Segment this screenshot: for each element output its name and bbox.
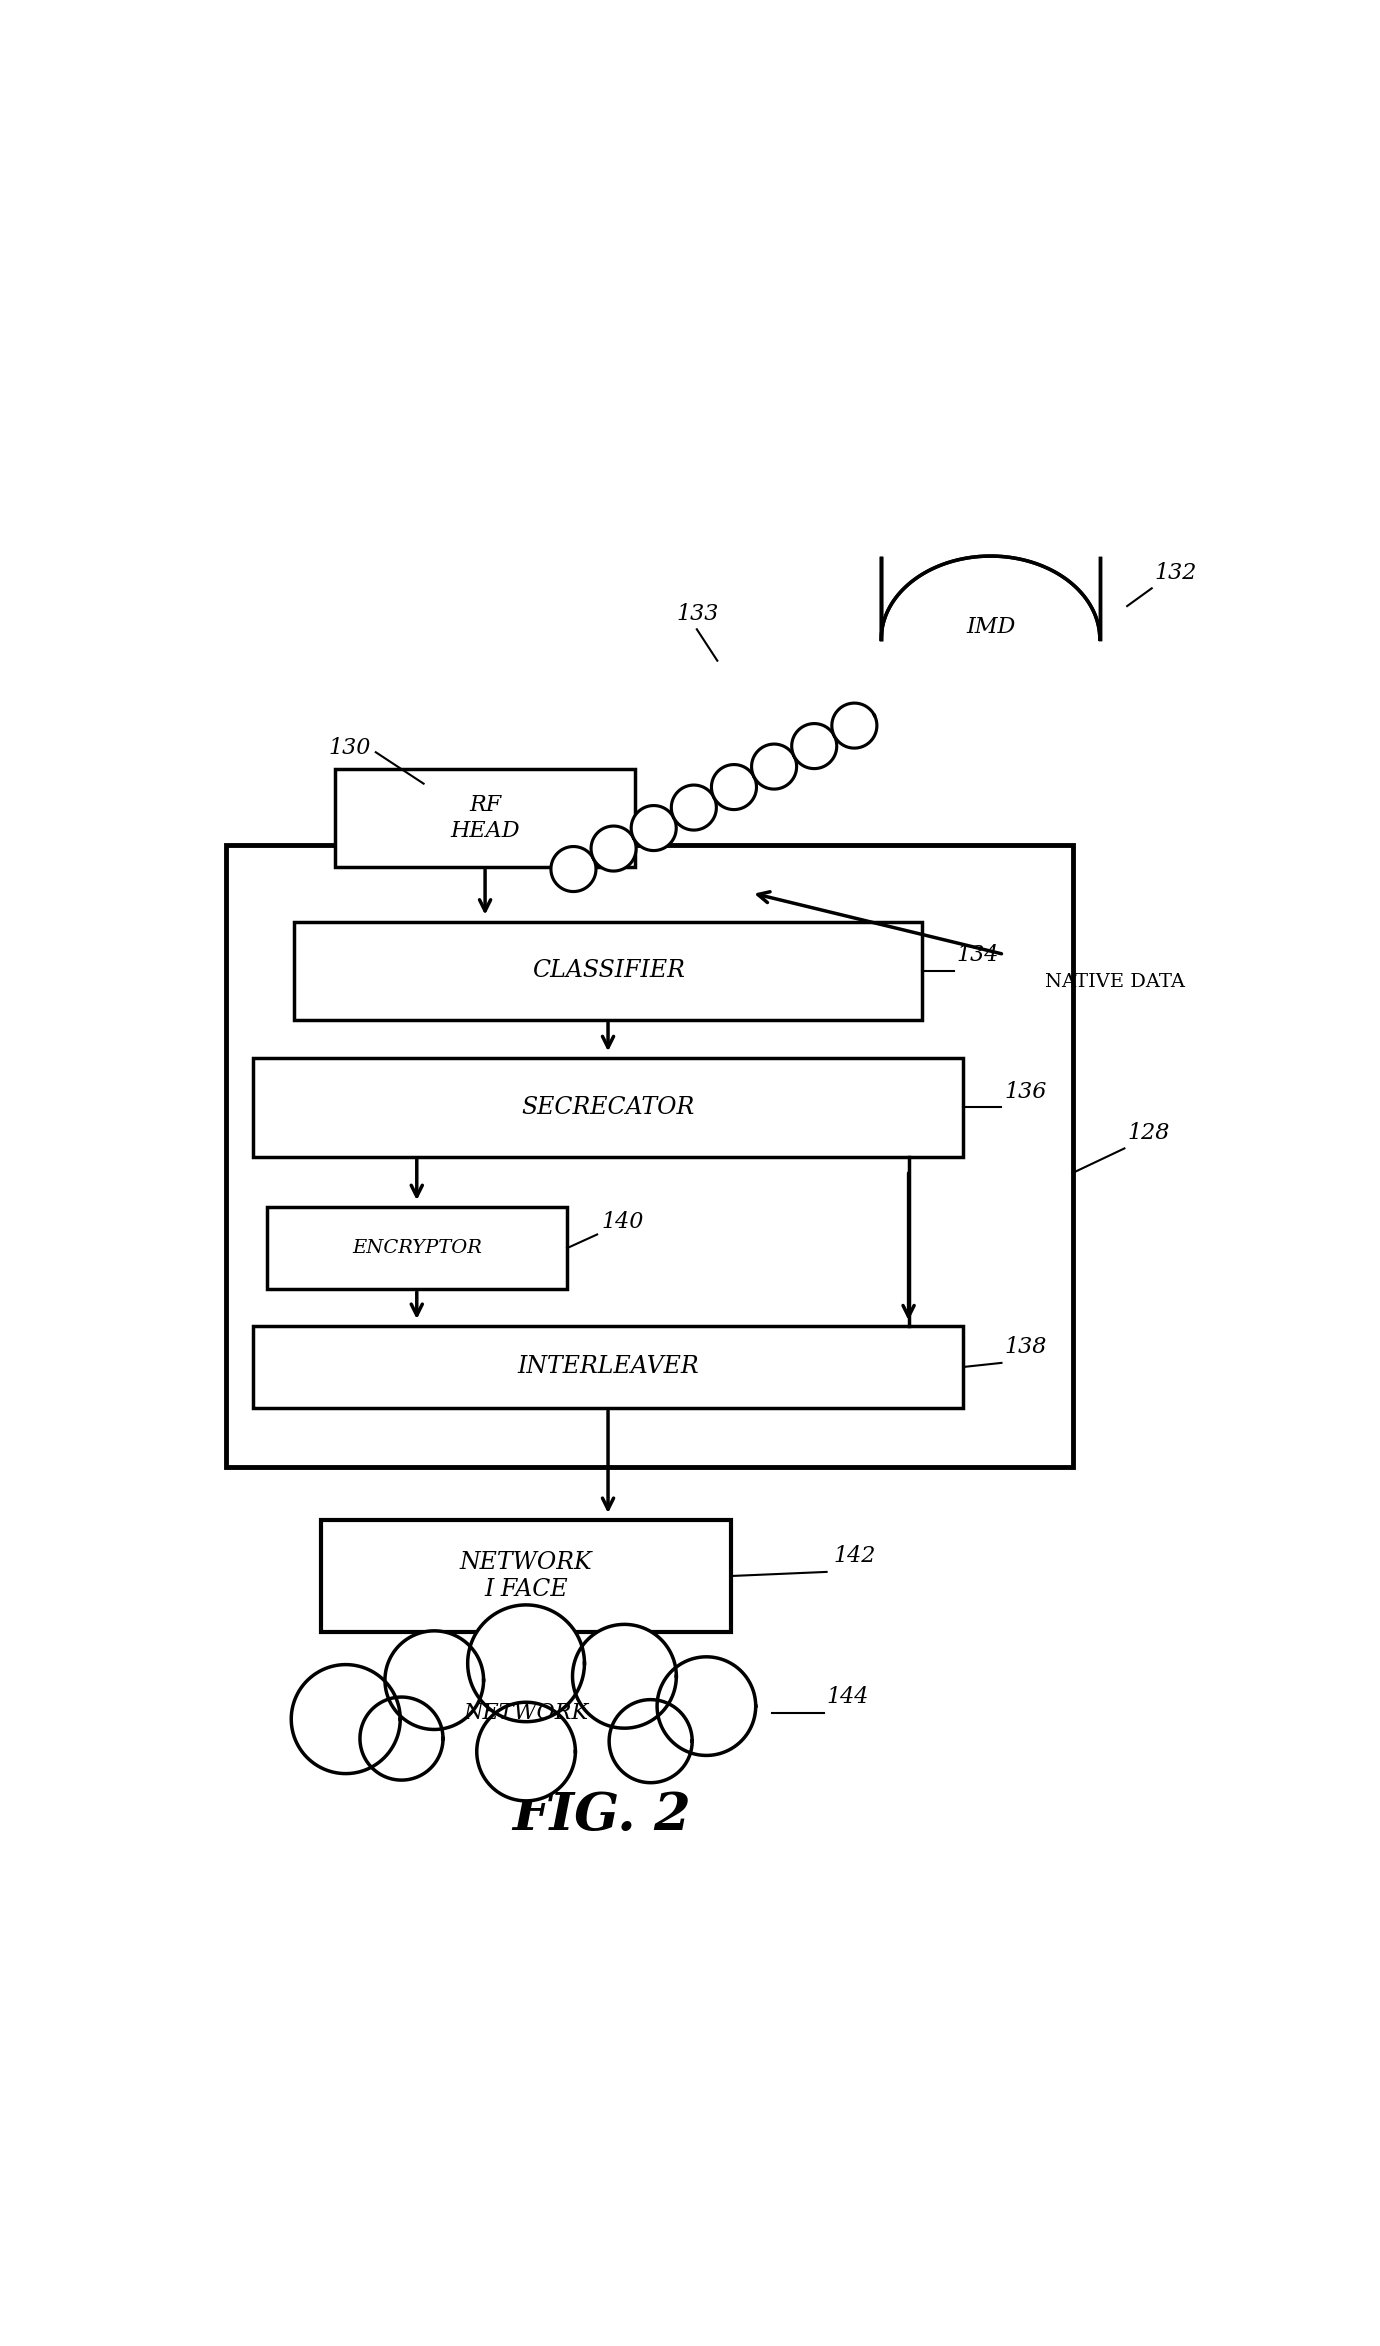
Polygon shape (832, 704, 876, 748)
Text: RF
HEAD: RF HEAD (450, 793, 520, 842)
Text: 134: 134 (956, 943, 999, 967)
Polygon shape (712, 765, 756, 809)
Text: 130: 130 (328, 737, 370, 758)
Polygon shape (792, 723, 836, 769)
Text: 138: 138 (1005, 1337, 1046, 1358)
Text: NETWORK
I FACE: NETWORK I FACE (460, 1551, 592, 1600)
Text: NETWORK: NETWORK (464, 1701, 589, 1724)
Text: IMD: IMD (966, 615, 1016, 638)
Text: NATIVE DATA: NATIVE DATA (1045, 974, 1185, 990)
Polygon shape (591, 826, 636, 870)
Polygon shape (631, 805, 676, 852)
Bar (253, 1325, 963, 1408)
Bar (266, 1208, 567, 1288)
Circle shape (609, 1699, 693, 1783)
Ellipse shape (346, 1661, 707, 1764)
Polygon shape (882, 556, 1100, 638)
Text: 128: 128 (1127, 1121, 1169, 1145)
Circle shape (476, 1703, 575, 1802)
Text: CLASSIFIER: CLASSIFIER (531, 960, 684, 983)
Text: 133: 133 (676, 603, 719, 624)
Bar (322, 1520, 731, 1633)
Circle shape (360, 1696, 443, 1781)
Text: 140: 140 (602, 1211, 643, 1232)
Circle shape (468, 1605, 585, 1722)
Circle shape (291, 1666, 400, 1774)
Bar (253, 1058, 963, 1157)
Polygon shape (752, 744, 796, 788)
Bar (294, 922, 922, 1021)
Text: INTERLEAVER: INTERLEAVER (518, 1356, 698, 1379)
Polygon shape (671, 786, 716, 830)
Text: FIG. 2: FIG. 2 (512, 1790, 690, 1842)
Circle shape (573, 1623, 676, 1729)
Bar (225, 845, 1072, 1466)
Text: 142: 142 (834, 1546, 876, 1567)
Text: 144: 144 (827, 1687, 869, 1708)
Circle shape (657, 1656, 756, 1755)
Text: ENCRYPTOR: ENCRYPTOR (352, 1239, 482, 1257)
Polygon shape (551, 847, 596, 891)
Text: SECRECATOR: SECRECATOR (522, 1096, 694, 1119)
Text: 136: 136 (1005, 1082, 1046, 1103)
Text: 132: 132 (1155, 561, 1196, 584)
Bar (335, 769, 635, 868)
Circle shape (385, 1630, 483, 1729)
